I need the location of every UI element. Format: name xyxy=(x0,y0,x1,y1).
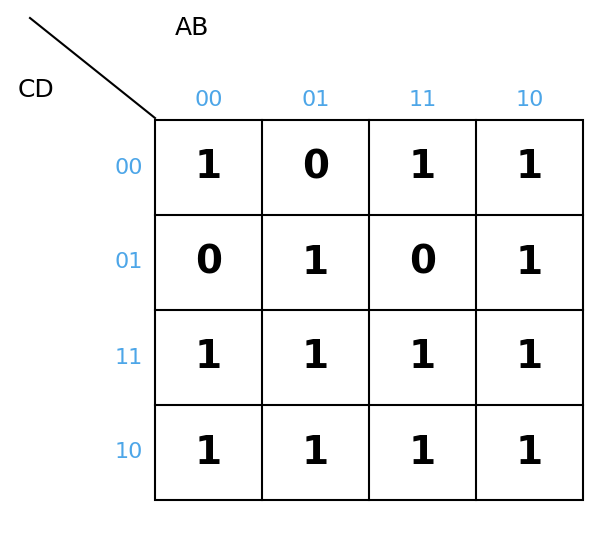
Text: 10: 10 xyxy=(516,90,544,110)
Text: 0: 0 xyxy=(302,149,329,187)
Text: CD: CD xyxy=(18,78,55,102)
Text: AB: AB xyxy=(175,16,209,40)
Text: 1: 1 xyxy=(516,244,543,281)
Text: 01: 01 xyxy=(115,253,143,272)
Text: 1: 1 xyxy=(409,433,436,472)
Text: 10: 10 xyxy=(115,442,143,463)
Text: 01: 01 xyxy=(302,90,330,110)
Text: 1: 1 xyxy=(516,433,543,472)
Text: 1: 1 xyxy=(302,338,329,376)
Text: 0: 0 xyxy=(195,244,222,281)
Text: 11: 11 xyxy=(115,348,143,367)
Text: 1: 1 xyxy=(195,149,222,187)
Text: 1: 1 xyxy=(409,338,436,376)
Text: 0: 0 xyxy=(409,244,436,281)
Text: 1: 1 xyxy=(516,149,543,187)
Bar xyxy=(155,120,583,500)
Text: 1: 1 xyxy=(195,338,222,376)
Text: 11: 11 xyxy=(409,90,437,110)
Text: 00: 00 xyxy=(114,157,143,177)
Text: 1: 1 xyxy=(302,244,329,281)
Text: 1: 1 xyxy=(409,149,436,187)
Text: 00: 00 xyxy=(194,90,223,110)
Text: 1: 1 xyxy=(516,338,543,376)
Text: 1: 1 xyxy=(302,433,329,472)
Text: 1: 1 xyxy=(195,433,222,472)
